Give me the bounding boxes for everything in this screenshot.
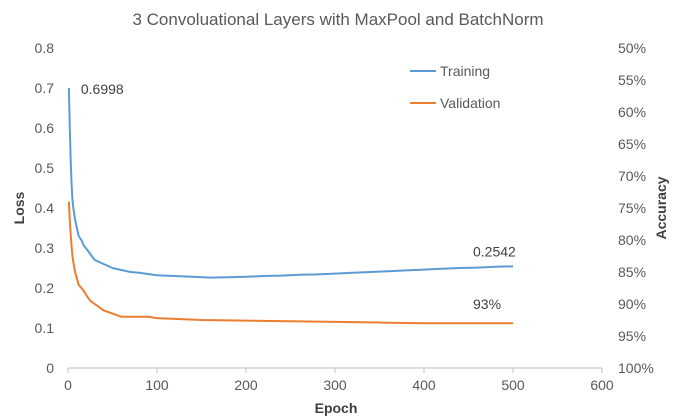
y2-axis-title: Accuracy: [653, 176, 669, 239]
x-tick-label: 200: [234, 377, 258, 393]
series-line-training: [67, 88, 514, 279]
series-line-validation: [67, 201, 513, 325]
x-tick-label: 100: [145, 377, 169, 393]
y-tick-label: 0.4: [35, 200, 55, 216]
y2-tick-label: 55%: [618, 72, 646, 88]
y-tick-label: 0.8: [35, 40, 55, 56]
legend: Training Validation: [410, 63, 500, 111]
x-axis-title: Epoch: [315, 400, 358, 416]
x-tick-label: 0: [64, 377, 72, 393]
y-tick-label: 0.3: [35, 240, 55, 256]
y2-tick-label: 100%: [618, 360, 654, 376]
x-tick-label: 600: [590, 377, 614, 393]
annotations: 0.6998 0.2542 93%: [81, 81, 516, 312]
chart-title: 3 Convoluational Layers with MaxPool and…: [132, 10, 543, 29]
y-axis-title: Loss: [11, 191, 27, 224]
y-tick-label: 0.1: [35, 320, 55, 336]
y-tick-label: 0.6: [35, 120, 55, 136]
y2-tick-label: 80%: [618, 232, 646, 248]
y2-tick-label: 50%: [618, 40, 646, 56]
y2-tick-label: 65%: [618, 136, 646, 152]
y-tick-label: 0.7: [35, 80, 55, 96]
x-tick-label: 400: [412, 377, 436, 393]
series-lines: [67, 88, 514, 325]
data-label: 0.6998: [81, 81, 124, 97]
y-tick-label: 0.5: [35, 160, 55, 176]
legend-label-validation: Validation: [440, 95, 500, 111]
y2-tick-label: 90%: [618, 296, 646, 312]
y2-tick-label: 75%: [618, 200, 646, 216]
legend-label-training: Training: [440, 63, 490, 79]
y2-tick-label: 60%: [618, 104, 646, 120]
y-tick-label: 0: [46, 360, 54, 376]
y2-tick-label: 95%: [618, 328, 646, 344]
y-tick-label: 0.2: [35, 280, 55, 296]
y2-tick-label: 70%: [618, 168, 646, 184]
axes: 0 100 200 300 400 500 600 0 0.1 0.2 0.3 0.4 0.5 0.6 0.…: [35, 40, 654, 393]
x-tick-label: 300: [323, 377, 347, 393]
x-tick-label: 500: [501, 377, 525, 393]
data-label: 0.2542: [473, 243, 516, 259]
y2-tick-label: 85%: [618, 264, 646, 280]
data-label: 93%: [473, 296, 501, 312]
